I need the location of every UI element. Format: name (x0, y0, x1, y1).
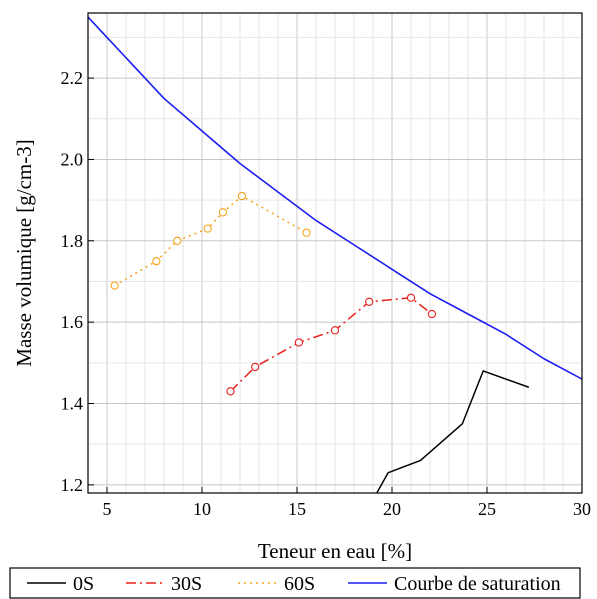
series-line-0s (376, 370, 530, 493)
y-axis-label: Masse volumique [g/cm-3] (12, 139, 36, 366)
y-tick-label: 1.2 (61, 475, 84, 495)
y-tick-label: 2.2 (61, 68, 84, 88)
legend: 0S 30S 60S Courbe de saturation (9, 567, 581, 599)
data-point-30s (406, 293, 416, 302)
legend-label-saturation: Courbe de saturation (394, 573, 561, 595)
tick-marks (88, 77, 583, 493)
data-point-60s (237, 191, 247, 201)
data-point-60s (110, 281, 119, 290)
legend-label-0s: 0S (73, 573, 94, 595)
data-point-60s (152, 256, 161, 266)
y-tick-label: 2.0 (61, 149, 84, 169)
grid (88, 13, 583, 493)
legend-box (9, 567, 581, 599)
data-point-60s (218, 208, 228, 217)
y-tick-label: 1.6 (61, 312, 84, 332)
legend-label-60s: 60S (284, 573, 315, 595)
data-point-30s (365, 297, 374, 306)
x-tick-label: 5 (103, 499, 112, 519)
x-tick-label: 15 (288, 499, 306, 519)
x-axis-label: Teneur en eau [%] (258, 539, 412, 563)
y-tick-labels: 1.2 1.4 1.6 1.8 2.0 2.2 (61, 68, 84, 495)
data-point-30s (427, 309, 437, 319)
y-tick-label: 1.8 (61, 231, 84, 251)
series-layer (88, 16, 582, 493)
x-tick-label: 10 (193, 499, 211, 519)
data-point-30s (330, 326, 340, 335)
series-line-courbe-de-saturation (88, 16, 582, 380)
legend-label-30s: 30S (171, 573, 202, 595)
x-tick-label: 25 (478, 499, 496, 519)
x-tick-label: 30 (573, 499, 591, 519)
data-point-60s (302, 228, 311, 237)
data-point-60s (173, 236, 182, 245)
data-point-30s (226, 387, 235, 396)
data-point-60s (203, 224, 212, 233)
y-tick-label: 1.4 (61, 394, 84, 414)
data-point-30s (294, 338, 304, 347)
data-point-30s (251, 362, 260, 372)
x-tick-label: 20 (383, 499, 401, 519)
x-tick-labels: 5 10 15 20 25 30 (103, 499, 592, 519)
plot-frame (87, 12, 583, 494)
